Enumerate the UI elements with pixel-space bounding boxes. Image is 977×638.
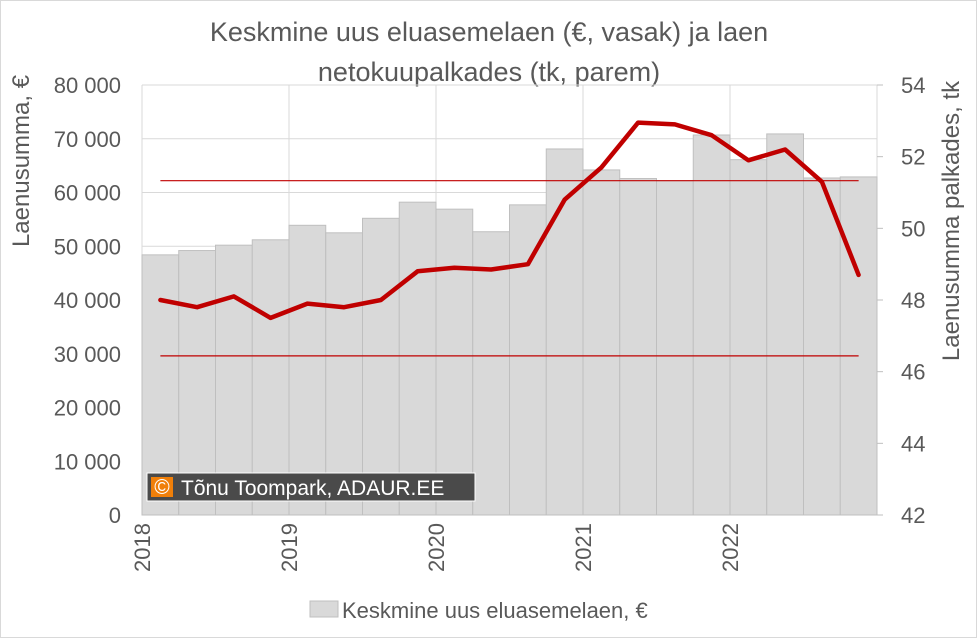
x-tick-label: 2019: [277, 523, 302, 572]
bar: [839, 176, 878, 516]
legend-swatch-bar: [309, 600, 339, 618]
reference-lines: [160, 180, 859, 357]
y-tick-label: 10 000: [54, 449, 121, 474]
y2-tick-label: 48: [901, 288, 925, 313]
line-series: [158, 120, 861, 321]
x-tick-label: 2020: [424, 523, 449, 572]
legend-label-bar: Keskmine uus eluasemelaen, €: [342, 598, 648, 623]
y-axis-left-ticks: 0 10 000 20 000 30 000 40 000 50 000 60 000 70 …: [54, 73, 121, 528]
bar-series: [141, 133, 878, 516]
y-tick-label: 40 000: [54, 288, 121, 313]
chart-title-line-2: netokuupalkades (tk, parem): [318, 57, 660, 87]
y-tick-label: 0: [109, 503, 121, 528]
credit-symbol-box: [151, 477, 173, 497]
x-tick-label: 2021: [571, 523, 596, 572]
legend: Keskmine uus eluasemelaen, €: [309, 598, 648, 623]
x-tick-label: 2022: [718, 523, 743, 572]
y-tick-label: 20 000: [54, 396, 121, 421]
bar: [472, 231, 510, 516]
y-tick-label: 30 000: [54, 342, 121, 367]
credit-background: [146, 472, 476, 502]
line-path: [158, 120, 861, 321]
y-tick-label: 70 000: [54, 127, 121, 152]
credit-text: Tõnu Toompark, ADAUR.EE: [181, 477, 444, 500]
y-tick-label: 50 000: [54, 234, 121, 259]
bar: [729, 159, 768, 516]
bar: [398, 201, 437, 516]
bar: [325, 232, 363, 516]
x-tick-label: 2018: [130, 523, 155, 572]
bar: [656, 180, 694, 516]
bar: [215, 244, 253, 516]
credit-badge: © Tõnu Toompark, ADAUR.EE: [146, 472, 476, 502]
bar: [803, 177, 841, 516]
bar: [362, 217, 400, 516]
bar: [619, 178, 657, 516]
y2-tick-label: 42: [901, 503, 925, 528]
bar: [288, 224, 327, 516]
bar: [582, 169, 621, 516]
bar: [545, 148, 584, 516]
bar: [692, 134, 731, 516]
y2-tick-label: 44: [901, 431, 925, 456]
y2-tick-label: 54: [901, 73, 925, 98]
y2-tick-label: 46: [901, 360, 925, 385]
chart-title-line-1: Keskmine uus eluasemelaen (€, vasak) ja …: [210, 17, 768, 47]
y-axis-right-ticks: 42 44 46 48 50 52 54: [877, 73, 925, 528]
bar: [766, 133, 804, 516]
y-tick-label: 80 000: [54, 73, 121, 98]
y2-tick-label: 52: [901, 145, 925, 170]
bar: [178, 250, 216, 516]
x-axis-year-labels: 2018 2019 2020 2021 2022: [130, 523, 743, 572]
y-axis-left-title: Laenusumma, €: [8, 74, 35, 247]
bar: [509, 204, 547, 516]
bar: [435, 208, 474, 516]
y-tick-label: 60 000: [54, 181, 121, 206]
copyright-symbol: ©: [154, 476, 170, 499]
y2-tick-label: 50: [901, 216, 925, 241]
bar: [141, 254, 180, 516]
bar: [251, 239, 290, 516]
y-axis-right-title: Laenusumma palkades, tk: [938, 80, 965, 361]
